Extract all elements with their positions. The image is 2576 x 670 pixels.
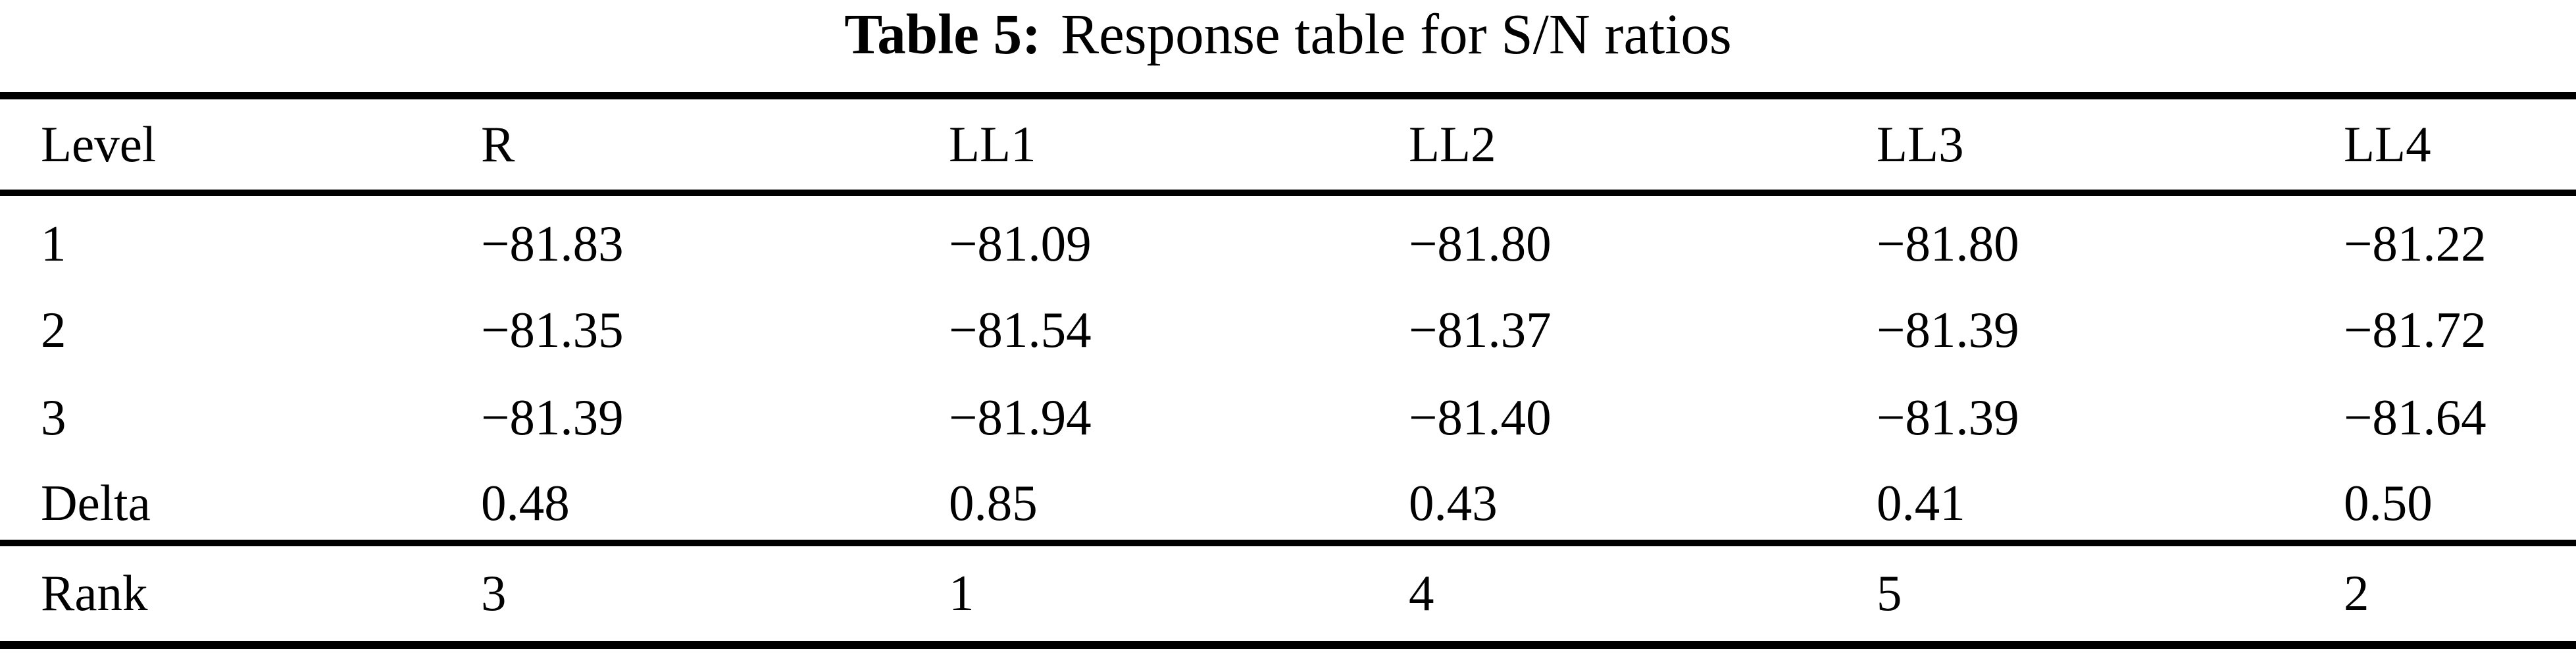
column-header-level: Level bbox=[0, 95, 481, 196]
table-cell: −81.37 bbox=[1409, 301, 1552, 358]
column-header-ll3: LL3 bbox=[1877, 95, 2344, 196]
table-cell: −81.80 bbox=[1409, 215, 1552, 272]
table-cell: 1 bbox=[41, 215, 66, 272]
table-cell: −81.94 bbox=[949, 388, 1092, 446]
table-cell: −81.35 bbox=[481, 301, 624, 358]
table-cell: −81.72 bbox=[2344, 301, 2487, 358]
table-row-level2: 2 −81.35 −81.54 −81.37 −81.39 −81.72 bbox=[0, 280, 2576, 368]
column-header-ll4: LL4 bbox=[2344, 95, 2576, 196]
table-cell: 1 bbox=[949, 565, 974, 621]
table-cell: −81.54 bbox=[949, 301, 1092, 358]
table-cell: 2 bbox=[41, 301, 66, 358]
table-cell: 3 bbox=[481, 565, 507, 621]
table-row-level1: 1 −81.83 −81.09 −81.80 −81.80 −81.22 bbox=[0, 193, 2576, 280]
table-cell: 0.43 bbox=[1409, 455, 1877, 546]
column-header-ll2: LL2 bbox=[1409, 95, 1877, 196]
table-cell: 2 bbox=[2344, 565, 2369, 621]
table-cell: 0.85 bbox=[949, 455, 1409, 546]
table-cell: −81.83 bbox=[481, 215, 624, 272]
table-cell: 0.48 bbox=[481, 455, 949, 546]
table-row-rank: Rank 3 1 4 5 2 bbox=[0, 543, 2576, 645]
table-cell: Delta bbox=[0, 455, 481, 546]
column-header-ll1: LL1 bbox=[949, 95, 1409, 196]
table-cell: −81.40 bbox=[1409, 388, 1552, 446]
response-table: Level R LL1 LL2 LL3 LL4 1 −81.83 −81.09 … bbox=[0, 92, 2576, 649]
column-header-r: R bbox=[481, 95, 949, 196]
table-cell: −81.64 bbox=[2344, 388, 2487, 446]
table-row-delta: Delta 0.48 0.85 0.43 0.41 0.50 bbox=[0, 455, 2576, 546]
table-cell: 0.50 bbox=[2344, 455, 2576, 546]
table-cell: Rank bbox=[41, 565, 148, 621]
table-cell: −81.39 bbox=[481, 388, 624, 446]
header-row: Level R LL1 LL2 LL3 LL4 bbox=[0, 95, 2576, 196]
table-cell: −81.39 bbox=[1877, 388, 2019, 446]
table-cell: −81.22 bbox=[2344, 215, 2487, 272]
table-caption: Table 5: Response table for S/N ratios bbox=[0, 0, 2576, 92]
caption-text: Response table for S/N ratios bbox=[1061, 2, 1732, 66]
table-cell: −81.80 bbox=[1877, 215, 2019, 272]
table-row-level3: 3 −81.39 −81.94 −81.40 −81.39 −81.64 bbox=[0, 368, 2576, 455]
table-cell: −81.09 bbox=[949, 215, 1092, 272]
table-cell: 4 bbox=[1409, 565, 1434, 621]
table-cell: 0.41 bbox=[1877, 455, 2344, 546]
caption-label: Table 5: bbox=[844, 2, 1042, 66]
table-cell: 3 bbox=[41, 388, 66, 446]
table-cell: −81.39 bbox=[1877, 301, 2019, 358]
table-cell: 5 bbox=[1877, 565, 1902, 621]
